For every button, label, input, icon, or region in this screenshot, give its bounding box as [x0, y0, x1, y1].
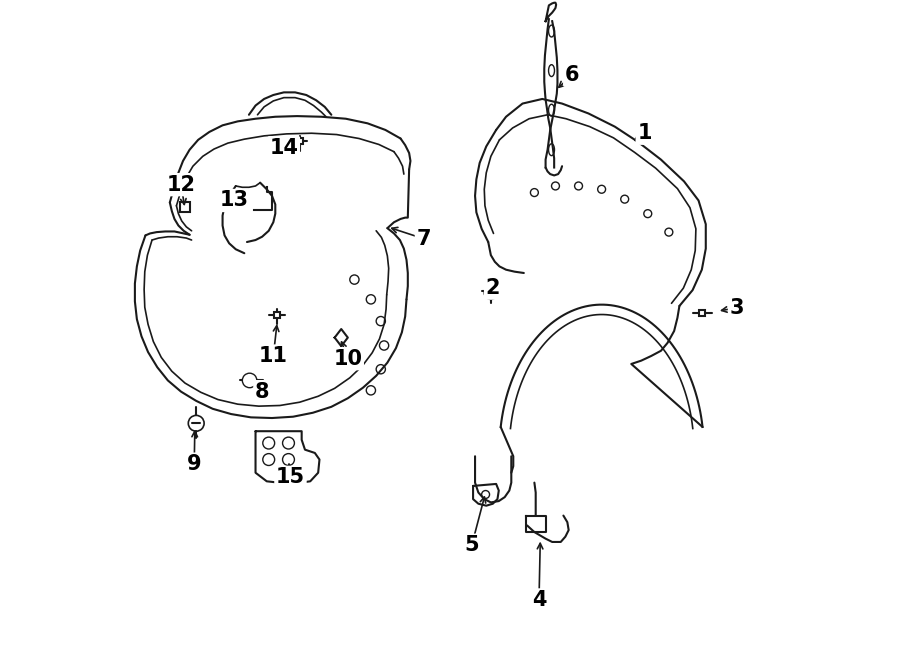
Text: 1: 1	[637, 123, 652, 143]
Text: 8: 8	[255, 382, 269, 402]
Text: 4: 4	[532, 590, 546, 610]
Text: 14: 14	[269, 138, 299, 158]
Text: 12: 12	[166, 175, 195, 195]
Text: 11: 11	[259, 346, 288, 366]
Text: 10: 10	[333, 349, 363, 369]
Text: 9: 9	[187, 454, 202, 474]
Text: 6: 6	[564, 66, 580, 85]
Text: 2: 2	[486, 278, 500, 298]
Text: 15: 15	[276, 467, 305, 487]
Text: 7: 7	[417, 228, 431, 249]
Text: 3: 3	[730, 298, 744, 318]
Text: 5: 5	[464, 536, 479, 555]
Text: 13: 13	[220, 191, 248, 211]
